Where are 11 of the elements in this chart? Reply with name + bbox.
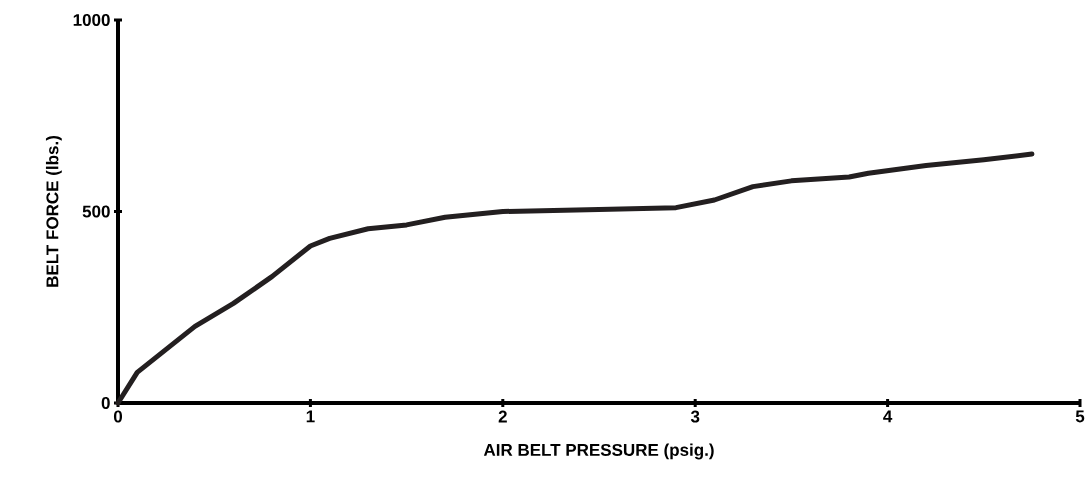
x-tick-label: 3 [690, 410, 700, 423]
y-tick-label: 0 [101, 396, 110, 410]
y-axis-title: BELT FORCE (lbs.) [45, 136, 62, 287]
x-tick-label: 0 [113, 410, 123, 423]
x-tick-label: 4 [883, 410, 893, 423]
y-tick-label: 1000 [73, 13, 110, 27]
y-tick-label: 500 [82, 205, 110, 218]
x-tick-label: 1 [306, 410, 315, 423]
x-tick-label: 2 [498, 410, 507, 423]
x-axis-title: AIR BELT PRESSURE (psig.) [483, 443, 714, 460]
x-tick-label: 5 [1075, 410, 1085, 423]
